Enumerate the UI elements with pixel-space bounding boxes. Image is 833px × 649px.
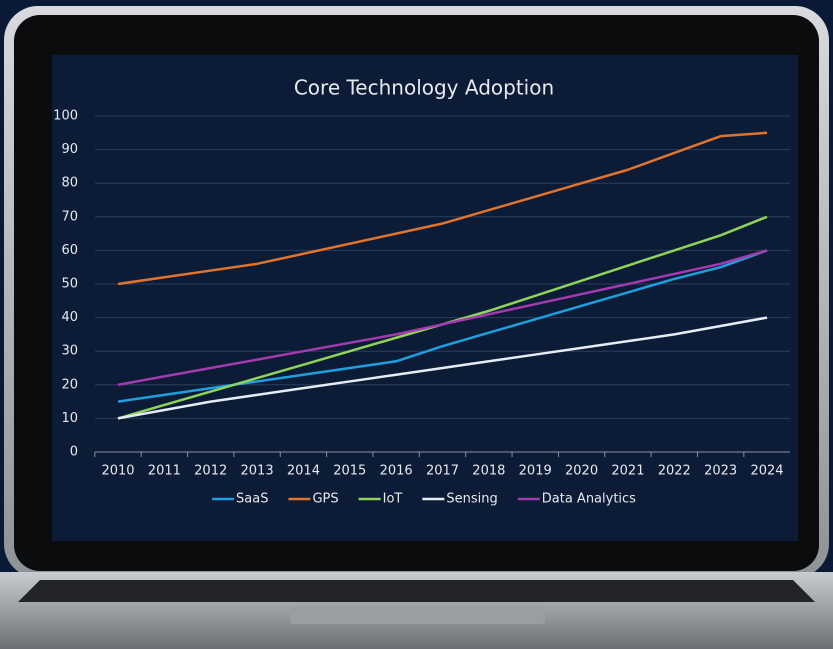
legend-label: Sensing [446, 492, 497, 507]
x-tick-label: 2019 [519, 464, 552, 479]
keyboard [18, 580, 815, 602]
x-tick-label: 2010 [101, 464, 134, 479]
y-tick-label: 50 [61, 277, 78, 292]
y-tick-label: 100 [53, 109, 78, 124]
chart: Core Technology Adoption 0 10 20 30 40 50 60 70… [0, 0, 833, 649]
x-tick-label: 2021 [611, 464, 644, 479]
y-tick-label: 90 [61, 142, 78, 157]
x-tick-label: 2023 [704, 464, 737, 479]
x-tick-label: 2017 [426, 464, 459, 479]
legend-label: GPS [312, 492, 338, 507]
x-tick-label: 2013 [241, 464, 274, 479]
y-tick-label: 70 [61, 209, 78, 224]
y-tick-label: 0 [70, 445, 78, 460]
y-tick-label: 80 [61, 176, 78, 191]
legend-label: IoT [383, 492, 403, 507]
legend-label: Data Analytics [542, 492, 636, 507]
x-tick-label: 2020 [565, 464, 598, 479]
y-tick-label: 60 [61, 243, 78, 258]
touchpad [290, 606, 545, 624]
x-tick-label: 2022 [658, 464, 691, 479]
x-tick-label: 2024 [750, 464, 783, 479]
x-tick-label: 2011 [148, 464, 181, 479]
x-tick-label: 2018 [472, 464, 505, 479]
x-tick-label: 2012 [194, 464, 227, 479]
page: {"chart_data": {"type": "line", "title":… [0, 0, 833, 649]
chart-title: Core Technology Adoption [294, 76, 554, 100]
legend-label: SaaS [236, 492, 268, 507]
x-tick-label: 2014 [287, 464, 320, 479]
y-tick-label: 10 [61, 411, 78, 426]
y-tick-label: 40 [61, 310, 78, 325]
x-tick-label: 2016 [380, 464, 413, 479]
x-tick-label: 2015 [333, 464, 366, 479]
y-tick-label: 20 [61, 377, 78, 392]
y-tick-label: 30 [61, 344, 78, 359]
